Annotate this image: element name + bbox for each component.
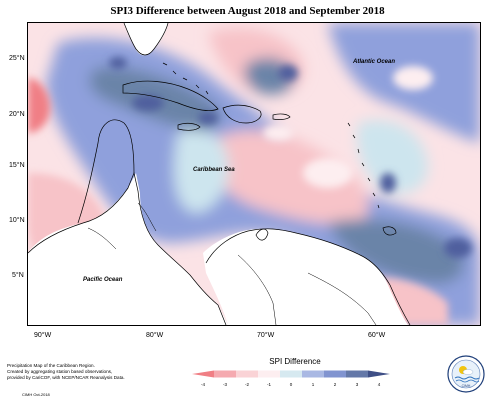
legend-ticks: -4 -3 -2 -1 0 1 2 3 4 xyxy=(201,382,381,387)
field-navy-spot-3 xyxy=(380,173,396,193)
coast-south-america xyxy=(205,228,411,325)
legend-tick-label: -4 xyxy=(201,382,205,387)
coast-venezuela-lake xyxy=(255,228,269,241)
field-slate-south xyxy=(328,219,464,284)
logo-cloud xyxy=(462,369,474,375)
logo-label: CIMH xyxy=(462,384,471,388)
field-slate-north xyxy=(244,57,294,95)
land-mask-central-america xyxy=(28,173,228,325)
field-pink-central xyxy=(207,130,369,225)
legend-swatch-8 xyxy=(368,370,390,378)
coast-florida xyxy=(123,23,169,56)
credits-line-3: provided by CariCOF, with NCEP/NCAR Rean… xyxy=(7,375,125,380)
legend-swatches xyxy=(192,370,390,378)
lat-label-10n: 10°N xyxy=(9,217,25,224)
map-title: SPI3 Difference between August 2018 and … xyxy=(110,5,385,17)
coast-yucatan xyxy=(77,119,135,224)
field-lightpink-3 xyxy=(263,125,293,141)
legend-title: SPI Difference xyxy=(269,357,321,366)
field-lightpink-1 xyxy=(303,158,353,188)
coastline-group xyxy=(28,23,411,325)
lat-label-5n: 5°N xyxy=(12,272,24,279)
lon-label-60w: 60°W xyxy=(368,332,386,339)
legend-tick-label: -1 xyxy=(267,382,271,387)
coast-trinidad xyxy=(382,226,397,236)
lon-label-80w: 80°W xyxy=(146,332,164,339)
legend-swatch-5 xyxy=(302,370,325,378)
lat-label-20n: 20°N xyxy=(9,111,25,118)
lon-label-90w: 90°W xyxy=(34,332,52,339)
coast-hispaniola xyxy=(222,104,262,124)
cimh-logo: CIMH xyxy=(447,355,485,393)
credits-line-2: Created by aggregating station based obs… xyxy=(7,369,113,374)
place-label-atlantic: Atlantic Ocean xyxy=(352,59,395,65)
field-navy-spot-6 xyxy=(109,57,127,69)
legend-tick-label: 1 xyxy=(312,382,315,387)
border-central-america xyxy=(87,202,157,250)
credits-line-1: Precipitation Map of the Caribbean Regio… xyxy=(7,363,95,368)
credits-date: CIMH Oct-2018 xyxy=(22,392,50,397)
coast-central-america xyxy=(28,171,227,325)
lon-label-70w: 70°W xyxy=(257,332,275,339)
coast-lesser-antilles xyxy=(347,122,380,209)
legend-swatch-6 xyxy=(324,370,347,378)
spi-difference-map: Atlantic Ocean Caribbean Sea Pacific Oce… xyxy=(28,23,480,325)
coast-puerto-rico xyxy=(272,113,291,120)
legend-tick-label: 0 xyxy=(290,382,293,387)
legend-tick-label: 2 xyxy=(334,382,337,387)
coast-bahamas xyxy=(162,62,209,95)
field-lightpink-2 xyxy=(393,66,433,90)
field-navy-spot-1 xyxy=(132,95,164,111)
field-navy-spot-4 xyxy=(444,238,472,258)
border-south-america xyxy=(237,254,377,325)
land-mask-south-america xyxy=(203,228,408,325)
field-lightblue-central xyxy=(174,129,229,213)
legend-colorbar: -4 -3 -2 -1 0 1 2 3 4 xyxy=(192,370,390,387)
coast-jamaica xyxy=(177,122,201,131)
legend-swatch-0 xyxy=(192,370,214,378)
field-red-west xyxy=(28,78,50,133)
legend-tick-label: -2 xyxy=(245,382,249,387)
field-navy-spot-2 xyxy=(198,112,218,124)
logo-waves-2 xyxy=(455,379,480,383)
legend-swatch-7 xyxy=(346,370,369,378)
coast-cuba xyxy=(122,80,219,111)
legend-swatch-4 xyxy=(280,370,303,378)
logo-waves xyxy=(454,376,480,380)
place-label-caribbean: Caribbean Sea xyxy=(193,167,235,173)
legend-tick-label: 3 xyxy=(356,382,359,387)
legend-swatch-1 xyxy=(214,370,237,378)
legend-swatch-2 xyxy=(236,370,259,378)
place-label-pacific: Pacific Ocean xyxy=(83,277,123,283)
credits-text: Precipitation Map of the Caribbean Regio… xyxy=(7,363,157,381)
field-lightblue-ne xyxy=(357,119,429,195)
map-panel: Atlantic Ocean Caribbean Sea Pacific Oce… xyxy=(27,22,481,326)
lat-label-15n: 15°N xyxy=(9,162,25,169)
legend-tick-label: 4 xyxy=(378,382,381,387)
legend-tick-label: -3 xyxy=(223,382,227,387)
lat-label-25n: 25°N xyxy=(9,55,25,62)
field-navy-spot-5 xyxy=(278,65,298,81)
legend-swatch-3 xyxy=(258,370,281,378)
